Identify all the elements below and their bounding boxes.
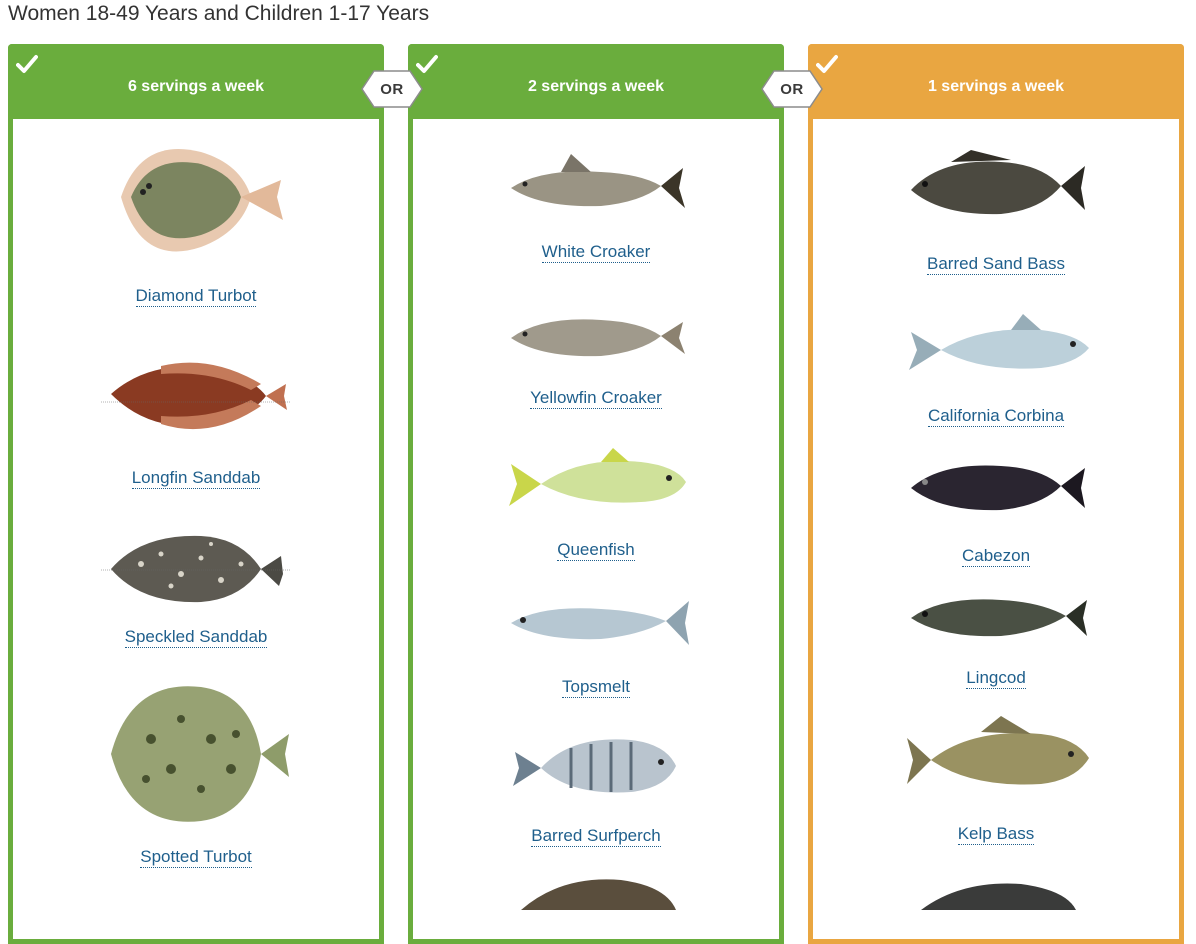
fish-icon: [911, 599, 1087, 637]
fish-item-partial: [808, 880, 1184, 910]
fish-icon: [907, 716, 1089, 785]
fish-item-spotted-turbot[interactable]: Spotted Turbot: [8, 679, 384, 868]
fish-icon: [509, 448, 686, 506]
or-badge-icon: [761, 70, 823, 108]
fish-item-kelp-bass[interactable]: Kelp Bass: [808, 714, 1184, 845]
fish-item-barred-sand-bass[interactable]: Barred Sand Bass: [808, 148, 1184, 275]
fish-item-partial: [408, 870, 784, 910]
or-separator: OR: [360, 69, 424, 109]
fish-item-yellowfin-croaker[interactable]: Yellowfin Croaker: [408, 308, 784, 409]
fish-item-diamond-turbot[interactable]: Diamond Turbot: [8, 142, 384, 307]
fish-item-speckled-sanddab[interactable]: Speckled Sanddab: [8, 524, 384, 648]
fish-link[interactable]: White Croaker: [541, 242, 651, 263]
fish-icon: [911, 150, 1085, 215]
column-2-servings: 2 servings a week White Croaker Yellowfi…: [408, 44, 784, 944]
fish-link[interactable]: Diamond Turbot: [135, 286, 257, 307]
or-separator: OR: [760, 69, 824, 109]
servings-label: 6 servings a week: [127, 78, 265, 95]
check-icon: [816, 55, 838, 73]
fish-icon: [511, 601, 689, 645]
flatfish-icon: [101, 362, 291, 430]
fish-link[interactable]: Barred Sand Bass: [927, 254, 1065, 275]
fish-icon: [511, 319, 685, 357]
servings-label: 1 servings a week: [927, 78, 1065, 95]
fish-item-white-croaker[interactable]: White Croaker: [408, 150, 784, 263]
fish-link[interactable]: Longfin Sanddab: [131, 468, 261, 489]
fish-link[interactable]: Barred Surfperch: [531, 826, 661, 847]
fish-icon: [513, 739, 676, 793]
fish-link[interactable]: Queenfish: [557, 540, 635, 561]
fish-link[interactable]: Topsmelt: [561, 677, 631, 698]
fish-icon: [921, 883, 1076, 910]
column-6-servings: 6 servings a week Diamond Turbot Longfin…: [8, 44, 384, 944]
fish-icon: [521, 879, 676, 910]
fish-item-topsmelt[interactable]: Topsmelt: [408, 589, 784, 698]
fish-icon: [909, 314, 1089, 370]
check-icon: [16, 55, 38, 73]
column-header: 2 servings a week: [408, 44, 784, 119]
column-1-servings: 1 servings a week Barred Sand Bass Calif…: [808, 44, 1184, 944]
fish-item-barred-surfperch[interactable]: Barred Surfperch: [408, 730, 784, 847]
check-icon: [416, 55, 438, 73]
fish-link[interactable]: Spotted Turbot: [140, 847, 252, 868]
fish-item-queenfish[interactable]: Queenfish: [408, 446, 784, 561]
fish-link[interactable]: Kelp Bass: [957, 824, 1035, 845]
fish-link[interactable]: Speckled Sanddab: [124, 627, 268, 648]
page-title: Women 18-49 Years and Children 1-17 Year…: [8, 2, 430, 25]
fish-link[interactable]: California Corbina: [927, 406, 1065, 427]
fish-item-longfin-sanddab[interactable]: Longfin Sanddab: [8, 354, 384, 489]
flatfish-icon: [101, 535, 291, 603]
flatfish-icon: [111, 686, 289, 822]
fish-item-california-corbina[interactable]: California Corbina: [808, 312, 1184, 427]
fish-link[interactable]: Cabezon: [961, 546, 1031, 567]
column-header: 1 servings a week: [808, 44, 1184, 119]
fish-item-cabezon[interactable]: Cabezon: [808, 452, 1184, 567]
flatfish-icon: [121, 149, 283, 252]
column-header: 6 servings a week: [8, 44, 384, 119]
servings-label: 2 servings a week: [527, 78, 665, 95]
or-badge-icon: [361, 70, 423, 108]
fish-link[interactable]: Yellowfin Croaker: [530, 388, 662, 409]
fish-icon: [911, 465, 1085, 511]
fish-icon: [511, 154, 685, 208]
fish-link[interactable]: Lingcod: [966, 668, 1026, 689]
or-label: OR: [780, 81, 804, 98]
fish-item-lingcod[interactable]: Lingcod: [808, 590, 1184, 689]
or-label: OR: [380, 81, 404, 98]
